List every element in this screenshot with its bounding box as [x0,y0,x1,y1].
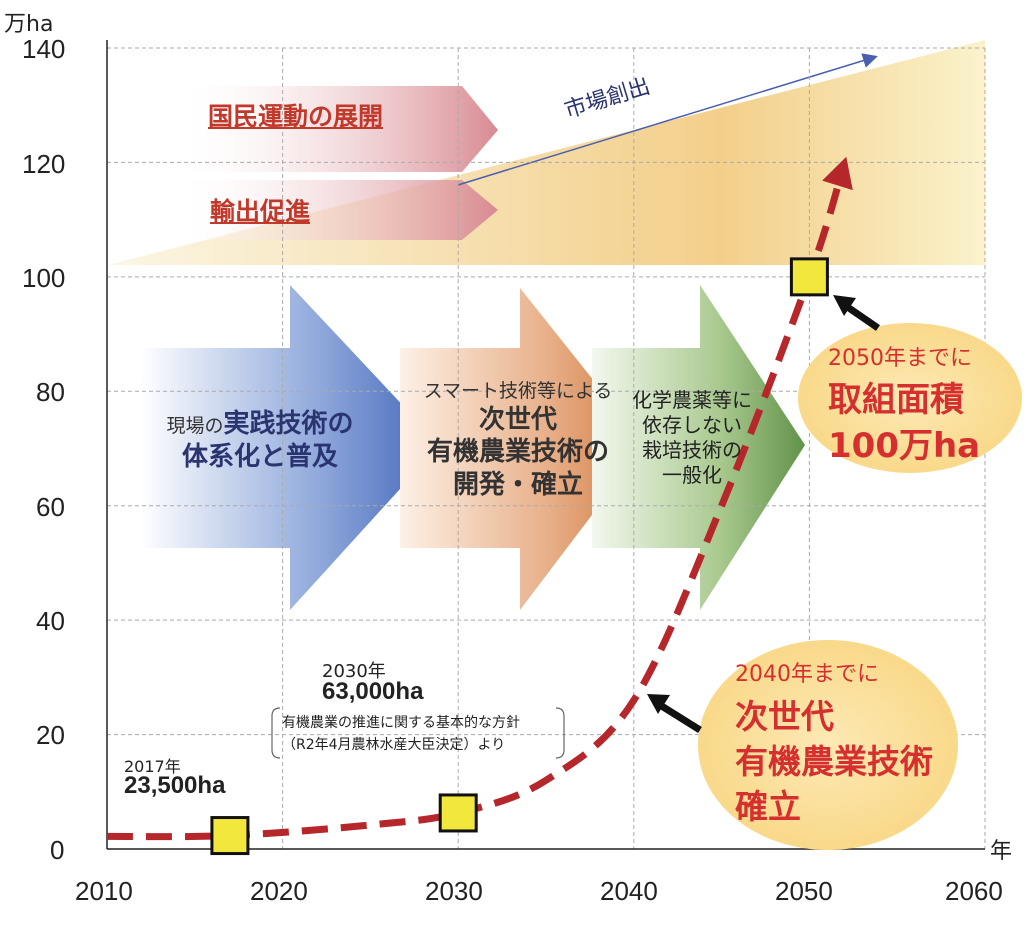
data-point-marker [438,793,478,833]
x-tick-label: 2050 [775,876,833,906]
y-tick-label: 100 [22,263,66,293]
callout-2040-line3: 有機農業技術 [735,742,933,781]
annotation-2030-year: 2030年 [322,661,386,682]
y-tick-label: 120 [22,149,66,179]
banner-middle-label: 輸出促進 [210,197,311,226]
callout-2040-line2: 次世代 [735,697,834,736]
callout-2040-line1: 2040年までに [735,662,879,687]
y-unit-label: 万ha [4,12,54,37]
banner-middle-arrow [188,180,498,240]
arrow-2-line3: 有機農業技術の [426,437,609,468]
note-bracket-right [555,707,565,759]
arrow-2-line2: 次世代 [478,404,557,435]
arrow-1-bold1: 実践技術の [223,409,354,439]
process-arrow-2 [400,288,645,610]
y-tick-label: 40 [36,606,65,636]
process-arrow-3 [592,285,805,610]
pointer-2050-arrow [844,303,880,331]
x-tick-label: 2020 [250,876,308,906]
annotation-2017-year: 2017年 [124,757,181,776]
arrow-3-line1: 化学農薬等に [632,388,752,412]
banner-top-arrow [188,86,498,172]
series-arrowhead [822,156,853,191]
y-tick-label: 80 [36,377,65,407]
series-line [106,161,848,841]
note-bracket-left [271,707,281,759]
callout-2050-line1: 2050年までに [828,346,972,371]
callout-2050-bubble [798,323,1022,473]
arrow-3-line4: 一般化 [662,463,722,487]
y-tick-label: 60 [36,492,65,522]
arrow-1-bold2: 体系化と普及 [181,441,338,472]
data-point-marker [210,816,250,856]
process-arrow-1 [140,285,440,610]
arrow-3-text: 化学農薬等に 依存しない 栽培技術の 一般化 [612,388,772,488]
series [106,156,853,856]
callout-2040-line4: 確立 [735,787,801,826]
pointer-2050-head [833,295,856,316]
annotation-2017-value: 23,500ha [124,772,226,799]
x-unit-label: 年 [990,839,1013,864]
arrow-1-text: 現場の実践技術の 体系化と普及 [140,408,380,473]
arrow-1-pre: 現場の [166,415,224,437]
y-tick-label: 0 [50,835,65,865]
market-arrow [457,53,878,186]
pointer-2040-head [647,694,670,714]
arrow-2-line4: 開発・確立 [452,469,583,500]
arrow-3-line2: 依存しない [642,413,742,437]
arrow-2-text: スマート技術等による 次世代 有機農業技術の 開発・確立 [398,380,638,501]
arrow-3-line3: 栽培技術の [642,438,742,462]
x-tick-label: 2040 [600,876,658,906]
callout-2050-line2: 取組面積 [828,380,964,420]
data-point-marker [789,257,829,297]
banner-top-label: 国民運動の展開 [208,102,384,131]
annotation-2030-note1: 有機農業の推進に関する基本的な方針 [282,715,520,731]
annotation-2030-note2: （R2年4月農林水産大臣決定）より [282,737,506,753]
x-tick-label: 2030 [425,876,483,906]
arrow-2-line1: スマート技術等による [423,380,613,402]
y-tick-label: 20 [36,720,65,750]
x-tick-label: 2060 [945,876,1003,906]
pointer-2040-arrow [658,702,702,733]
callout-2040-bubble [698,640,958,850]
x-tick-label: 2010 [75,876,133,906]
callout-2050-line3: 100万ha [828,426,981,466]
y-tick-label: 140 [22,34,66,64]
annotation-2030-value: 63,000ha [322,678,424,705]
